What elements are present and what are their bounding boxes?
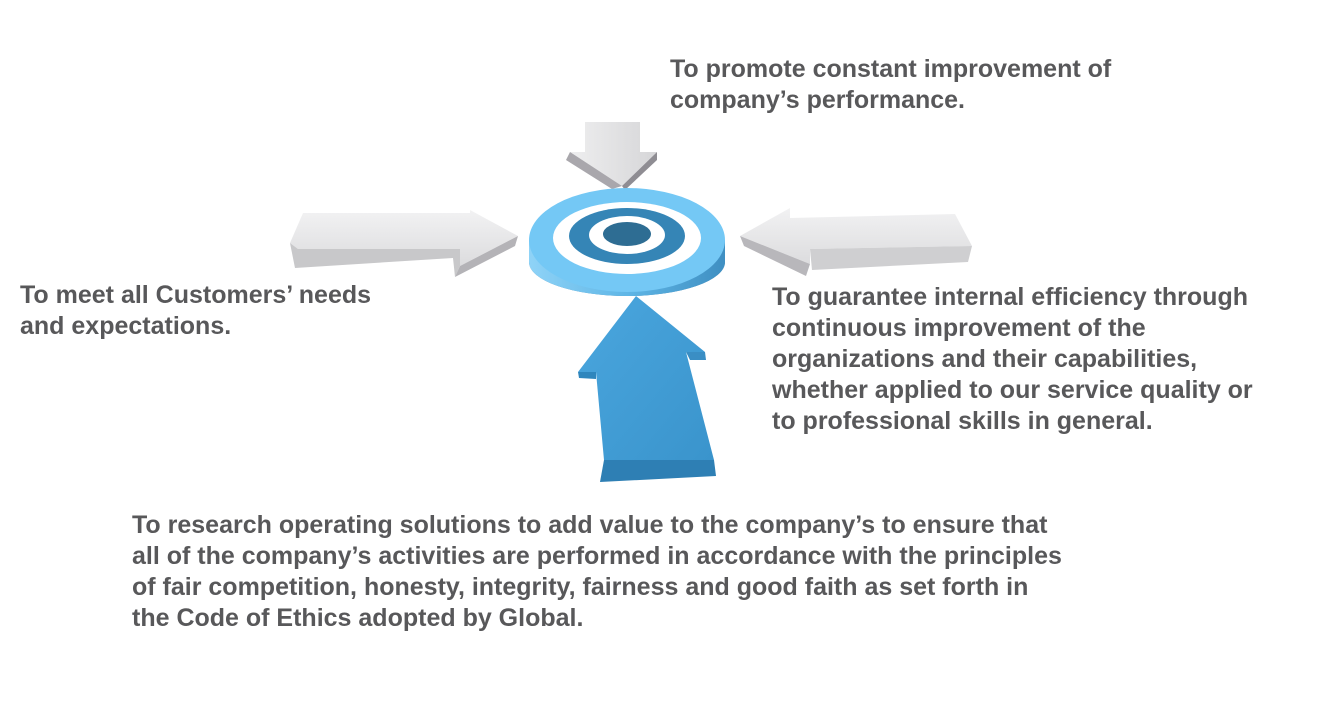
objective-top-line: company’s performance. bbox=[670, 86, 966, 114]
objective-right-line: to professional skills in general. bbox=[772, 407, 1153, 435]
up-arrow-icon bbox=[578, 296, 716, 482]
objective-right-line: continuous improvement of the bbox=[772, 314, 1146, 342]
objective-left-line: To meet all Customers’ needs bbox=[20, 281, 372, 309]
objective-top-line: To promote constant improvement of bbox=[670, 55, 1112, 83]
objective-bottom-line: To research operating solutions to add v… bbox=[132, 511, 1048, 539]
left-arrow-icon bbox=[740, 208, 972, 276]
target-icon bbox=[529, 188, 725, 296]
objective-right-line: To guarantee internal efficiency through bbox=[772, 283, 1248, 311]
objective-bottom-line: of fair competition, honesty, integrity,… bbox=[132, 573, 1029, 601]
objective-bottom-line: the Code of Ethics adopted by Global. bbox=[132, 604, 584, 632]
objective-right-line: organizations and their capabilities, bbox=[772, 345, 1198, 373]
right-arrow-icon bbox=[290, 210, 518, 277]
objective-left-line: and expectations. bbox=[20, 312, 232, 340]
down-arrow-icon bbox=[566, 122, 657, 190]
objective-right-line: whether applied to our service quality o… bbox=[772, 376, 1253, 404]
objective-top-text: To promote constant improvement of compa… bbox=[670, 54, 1111, 116]
objective-right-text: To guarantee internal efficiency through… bbox=[772, 282, 1253, 437]
objective-bottom-text: To research operating solutions to add v… bbox=[132, 510, 1062, 634]
objective-left-text: To meet all Customers’ needs and expecta… bbox=[20, 280, 371, 342]
objective-bottom-line: all of the company’s activities are perf… bbox=[132, 542, 1062, 570]
